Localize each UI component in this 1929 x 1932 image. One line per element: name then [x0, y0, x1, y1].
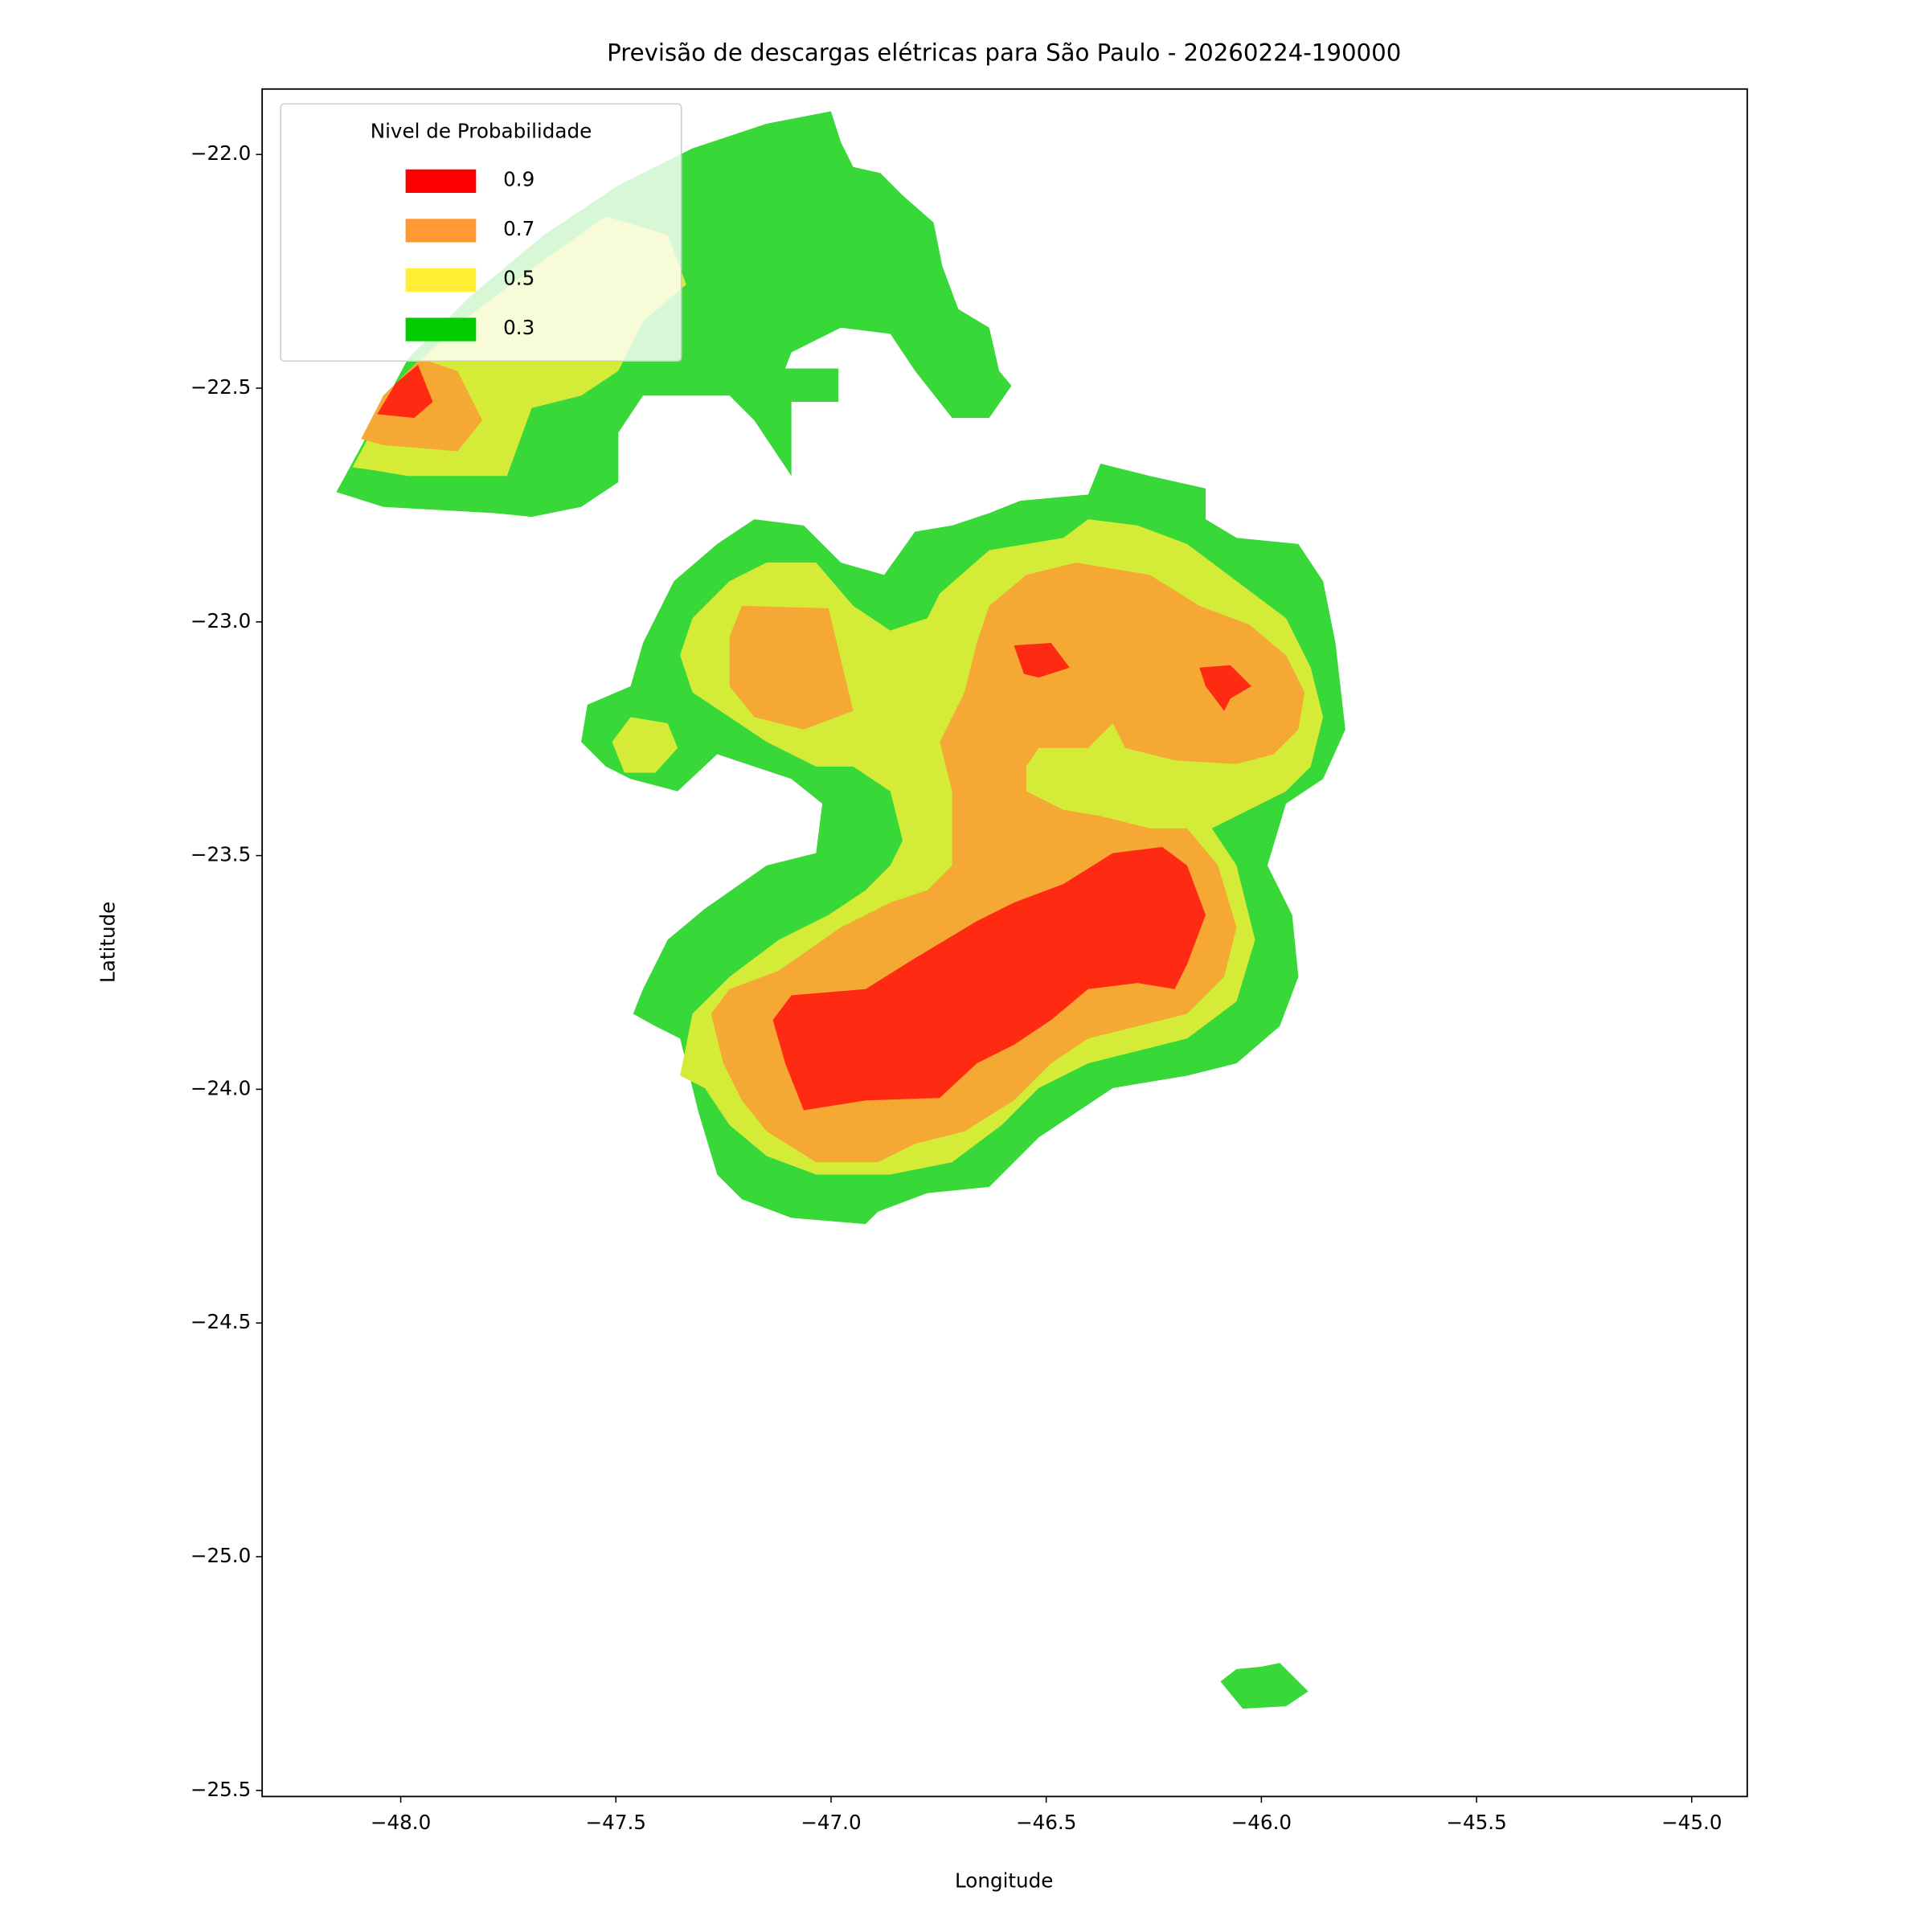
x-tick-label: −45.0: [1661, 1811, 1722, 1834]
chart-title: Previsão de descargas elétricas para São…: [607, 39, 1401, 67]
legend-label: 0.5: [503, 267, 534, 290]
contour-region: [1199, 665, 1251, 711]
contour-region: [1220, 1663, 1309, 1709]
y-tick-label: −22.0: [190, 141, 251, 165]
y-tick-label: −24.5: [190, 1310, 251, 1333]
legend-box: [280, 103, 682, 362]
y-tick-label: −24.0: [190, 1076, 251, 1099]
x-tick-label: −48.0: [371, 1811, 431, 1834]
legend-title: Nivel de Probabilidade: [371, 120, 592, 143]
contour-region: [612, 717, 678, 773]
legend-swatch: [405, 268, 477, 293]
y-tick-label: −25.5: [190, 1778, 251, 1801]
y-axis-label: Latitude: [96, 902, 119, 983]
contour-region: [729, 605, 854, 730]
legend-swatch: [405, 219, 477, 243]
legend-swatch: [405, 169, 477, 193]
contour-field: [336, 111, 1345, 1709]
x-tick-label: −45.5: [1446, 1811, 1506, 1834]
x-tick-label: −46.5: [1016, 1811, 1076, 1834]
contour-region: [772, 846, 1206, 1111]
y-tick-label: −23.5: [190, 843, 251, 866]
legend: Nivel de Probabilidade 0.9 0.7 0.5 0.3: [280, 103, 682, 362]
y-tick-label: −22.5: [190, 375, 251, 399]
legend-label: 0.9: [503, 168, 534, 191]
legend-swatch: [405, 317, 477, 342]
x-tick-label: −46.0: [1231, 1811, 1292, 1834]
plot-frame: [261, 88, 1748, 1798]
x-tick-label: −47.0: [801, 1811, 861, 1834]
x-axis-label: Longitude: [955, 1869, 1053, 1893]
y-tick-label: −23.0: [190, 609, 251, 632]
contour-region: [1014, 643, 1070, 678]
y-tick-label: −25.0: [190, 1544, 251, 1567]
contour-region: [377, 364, 433, 418]
x-tick-label: −47.5: [586, 1811, 646, 1834]
legend-label: 0.7: [503, 217, 534, 240]
legend-label: 0.3: [503, 316, 534, 339]
